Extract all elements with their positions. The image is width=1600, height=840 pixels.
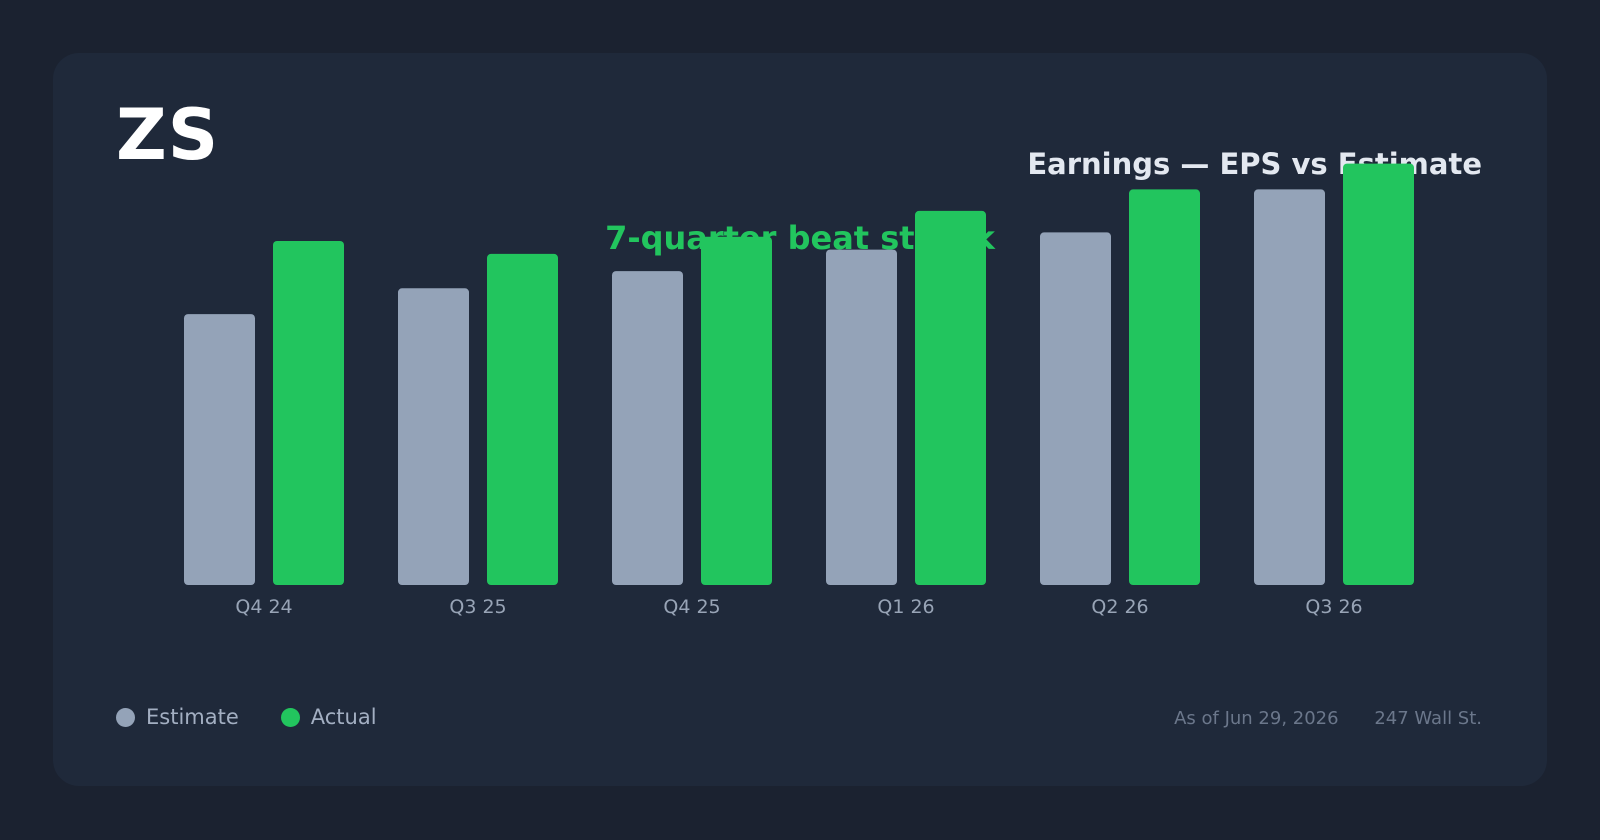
bar-estimate-q4-25 — [612, 271, 683, 585]
x-tick-label: Q1 26 — [877, 596, 934, 618]
bar-actual-q4-24 — [273, 241, 344, 585]
x-tick-label: Q3 25 — [449, 596, 506, 618]
bar-estimate-q3-25 — [398, 288, 469, 585]
bar-estimate-q2-26 — [1040, 232, 1111, 585]
x-tick-label: Q4 24 — [235, 596, 292, 618]
estimate-swatch — [116, 707, 135, 727]
as-of-date: As of Jun 29, 2026 — [1174, 708, 1339, 729]
legend-item-estimate: Estimate — [116, 705, 239, 729]
x-tick-label: Q2 26 — [1091, 596, 1148, 618]
chart-footer: As of Jun 29, 2026 247 Wall St. — [1174, 708, 1482, 729]
bar-actual-q3-26 — [1343, 163, 1414, 585]
ticker-symbol: ZS — [116, 94, 220, 176]
bar-estimate-q4-24 — [184, 314, 255, 585]
bar-actual-q4-25 — [701, 236, 772, 585]
actual-swatch — [280, 707, 300, 727]
bar-estimate-q1-26 — [826, 249, 897, 585]
source-credit: 247 Wall St. — [1374, 708, 1482, 729]
x-tick-label: Q3 26 — [1305, 596, 1362, 618]
bar-estimate-q3-26 — [1254, 189, 1325, 585]
x-tick-label: Q4 25 — [663, 596, 720, 618]
legend-item-actual: Actual — [280, 705, 377, 729]
chart-legend: Estimate Actual — [116, 705, 419, 729]
legend-label-actual: Actual — [310, 705, 377, 729]
bar-actual-q2-26 — [1129, 189, 1200, 585]
legend-label-estimate: Estimate — [146, 705, 239, 729]
bar-actual-q1-26 — [915, 210, 986, 585]
bar-actual-q3-25 — [487, 253, 558, 585]
